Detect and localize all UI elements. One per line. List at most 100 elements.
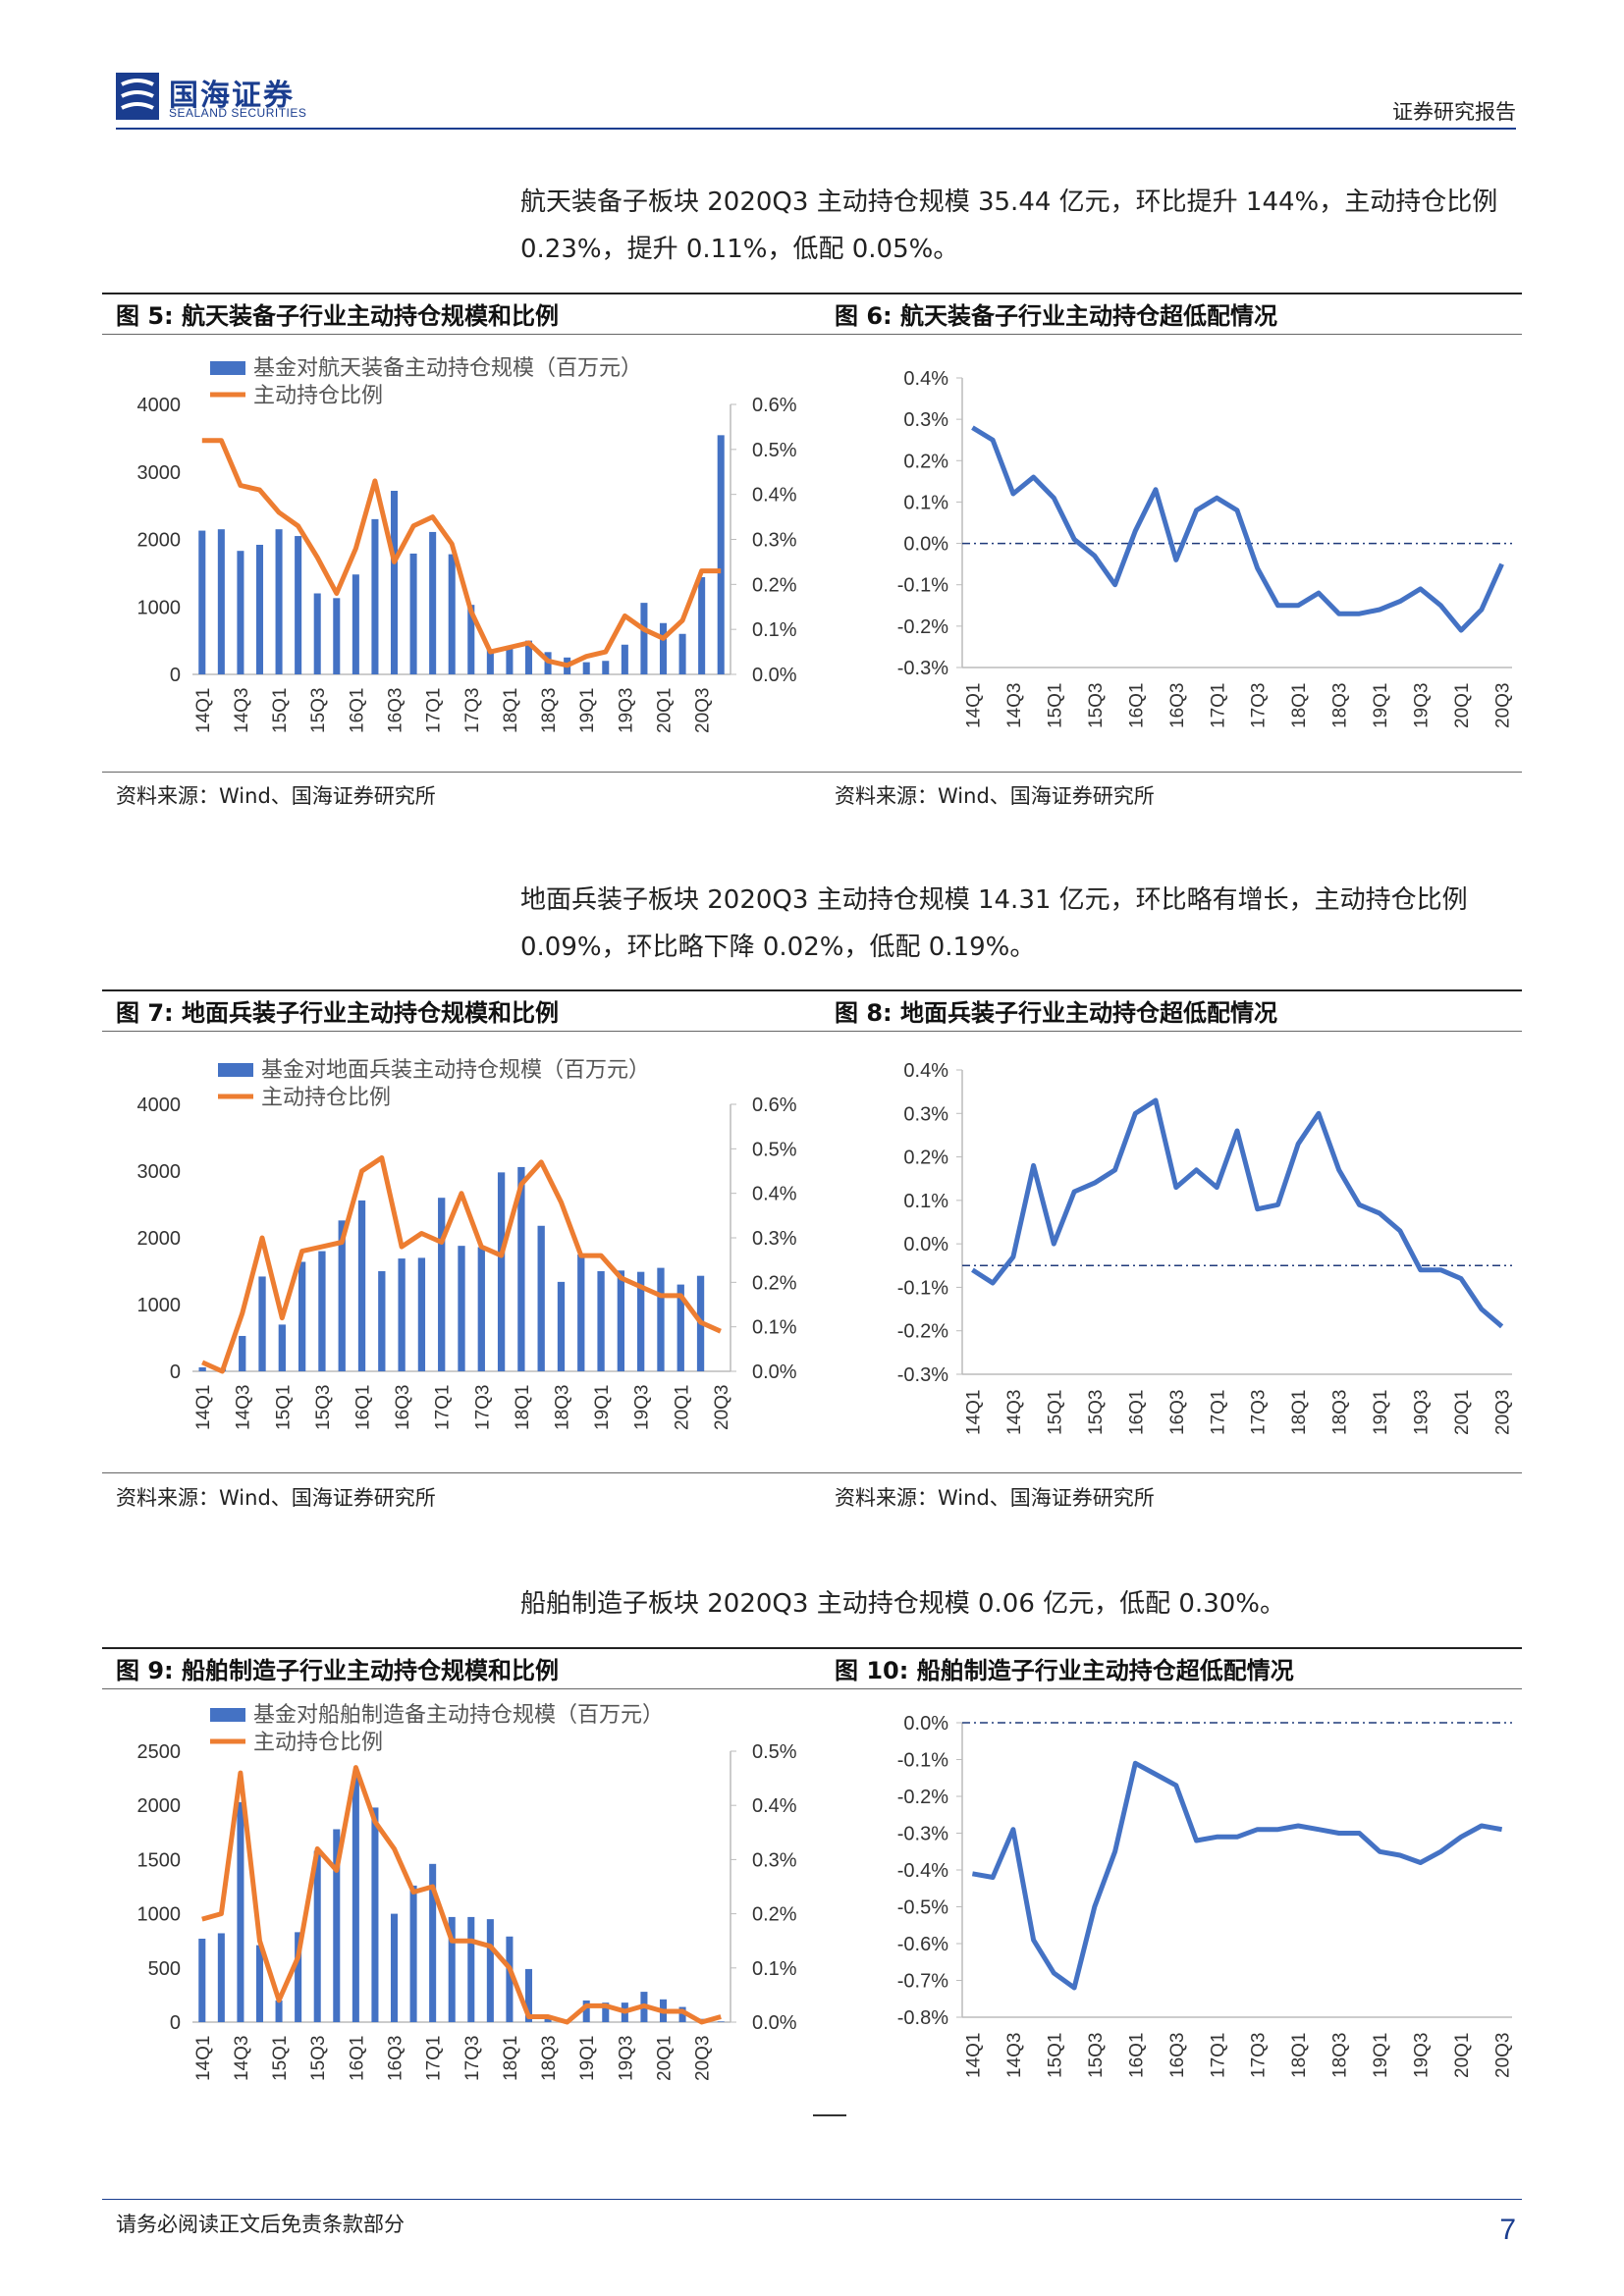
x-tick-label: 15Q3 bbox=[1086, 1390, 1107, 1435]
figure9-title: 图 9: 船舶制造子行业主动持仓规模和比例 bbox=[116, 1657, 560, 1684]
x-tick-label: 17Q1 bbox=[433, 1385, 454, 1430]
bar bbox=[357, 1200, 366, 1371]
x-tick-label: 16Q3 bbox=[386, 688, 406, 733]
bar bbox=[467, 1916, 475, 2022]
x-tick-label: 16Q1 bbox=[347, 2036, 367, 2081]
bar bbox=[333, 1829, 341, 2022]
bar bbox=[438, 1198, 446, 1371]
bar bbox=[371, 1807, 379, 2022]
x-tick-label: 19Q1 bbox=[577, 2036, 598, 2081]
bar bbox=[448, 1916, 456, 2022]
y-left-tick-label: 3000 bbox=[137, 462, 182, 484]
bar bbox=[237, 551, 244, 674]
y-right-tick-label: 0.5% bbox=[752, 1139, 797, 1160]
x-tick-label: 15Q3 bbox=[313, 1385, 334, 1430]
y-tick-label: -0.5% bbox=[897, 1897, 948, 1919]
bar bbox=[537, 1225, 545, 1371]
x-tick-label: 14Q3 bbox=[1004, 2033, 1025, 2078]
figure9-chart: 0 500 1000 1500 2000 2500 0.0% 0.1% 0.2% 0.3% 0.4%… bbox=[137, 1702, 797, 2081]
y-left-tick-label: 2500 bbox=[137, 1741, 182, 1763]
x-tick-label: 18Q1 bbox=[513, 1385, 533, 1430]
x-tick-label: 17Q3 bbox=[472, 1385, 493, 1430]
y-tick-label: -0.4% bbox=[897, 1860, 948, 1882]
legend-line-label: 主动持仓比例 bbox=[261, 1085, 391, 1109]
bar bbox=[198, 530, 206, 674]
legend-line-label: 主动持仓比例 bbox=[253, 1730, 383, 1754]
x-tick-label: 15Q1 bbox=[273, 1385, 294, 1430]
y-right-tick-label: 0.0% bbox=[752, 2012, 797, 2034]
legend-bar-label: 基金对船舶制造备主动持仓规模（百万元） bbox=[253, 1702, 664, 1727]
x-tick-label: 18Q1 bbox=[501, 688, 521, 733]
y-left-tick-label: 1000 bbox=[137, 597, 182, 618]
y-right-tick-label: 0.2% bbox=[752, 1904, 797, 1926]
bar bbox=[524, 1968, 533, 2022]
y-right-tick-label: 0.6% bbox=[752, 395, 797, 416]
x-tick-label: 16Q3 bbox=[1167, 1390, 1188, 1435]
x-tick-label: 17Q1 bbox=[1208, 1390, 1228, 1435]
y-left-tick-label: 1000 bbox=[137, 1904, 182, 1926]
y-tick-label: 0.2% bbox=[903, 451, 948, 472]
y-right-tick-label: 0.0% bbox=[752, 665, 797, 686]
y-right-tick-label: 0.1% bbox=[752, 619, 797, 641]
bar bbox=[506, 1936, 514, 2022]
x-tick-label: 19Q1 bbox=[577, 688, 598, 733]
x-tick-label: 18Q3 bbox=[1330, 1390, 1351, 1435]
x-tick-label: 15Q1 bbox=[1045, 2033, 1065, 2078]
logo-english-name: SEALAND SECURITIES bbox=[169, 106, 307, 120]
footer-divider bbox=[102, 2199, 1522, 2200]
y-tick-label: 0.0% bbox=[903, 1234, 948, 1255]
x-tick-label: 20Q3 bbox=[693, 688, 714, 733]
bar bbox=[621, 644, 628, 674]
x-tick-label: 18Q1 bbox=[1289, 683, 1310, 728]
bar bbox=[295, 536, 302, 674]
bar bbox=[338, 1220, 346, 1371]
x-tick-label: 15Q3 bbox=[308, 688, 329, 733]
overweight-line bbox=[971, 1760, 1503, 1991]
x-tick-label: 18Q1 bbox=[501, 2036, 521, 2081]
y-left-tick-label: 2000 bbox=[137, 1228, 182, 1250]
x-tick-label: 14Q3 bbox=[1004, 683, 1025, 728]
y-tick-label: 0.1% bbox=[903, 492, 948, 513]
bar bbox=[398, 1258, 406, 1371]
bar bbox=[577, 1255, 585, 1371]
x-tick-label: 14Q1 bbox=[193, 1385, 214, 1430]
paragraph-ground-weapons: 地面兵装子板块 2020Q3 主动持仓规模 14.31 亿元，环比略有增长，主动… bbox=[520, 885, 1468, 962]
y-tick-label: -0.2% bbox=[897, 1321, 948, 1343]
bar bbox=[390, 491, 399, 674]
figure-row2-title-rule bbox=[102, 1031, 1522, 1032]
figure10-title: 图 10: 船舶制造子行业主动持仓超低配情况 bbox=[835, 1657, 1294, 1684]
bar bbox=[597, 1271, 605, 1371]
y-tick-label: 0.4% bbox=[903, 1060, 948, 1082]
bar bbox=[524, 640, 533, 674]
x-tick-label: 20Q3 bbox=[1493, 2033, 1514, 2078]
x-tick-label: 15Q3 bbox=[1086, 683, 1107, 728]
figure7-source: 资料来源：Wind、国海证券研究所 bbox=[116, 1486, 436, 1510]
y-right-tick-label: 0.4% bbox=[752, 1795, 797, 1817]
x-tick-label: 19Q3 bbox=[616, 2036, 636, 2081]
y-right-tick-label: 0.2% bbox=[752, 574, 797, 596]
bar bbox=[352, 1777, 359, 2022]
x-tick-label: 19Q1 bbox=[1371, 2033, 1391, 2078]
bar bbox=[313, 593, 321, 674]
x-tick-label: 15Q1 bbox=[270, 688, 291, 733]
x-tick-label: 15Q3 bbox=[308, 2036, 329, 2081]
x-tick-label: 16Q1 bbox=[1126, 683, 1147, 728]
bar bbox=[429, 1863, 437, 2022]
x-tick-label: 20Q1 bbox=[1452, 2033, 1473, 2078]
x-tick-label: 17Q3 bbox=[1249, 2033, 1270, 2078]
y-left-tick-label: 0 bbox=[170, 2012, 181, 2034]
x-tick-label: 18Q3 bbox=[1330, 2033, 1351, 2078]
x-tick-label: 15Q1 bbox=[270, 2036, 291, 2081]
bar bbox=[544, 2018, 552, 2022]
x-tick-label: 20Q3 bbox=[1493, 1390, 1514, 1435]
bar bbox=[677, 1284, 684, 1371]
bar bbox=[637, 1271, 645, 1371]
x-tick-label: 15Q1 bbox=[1045, 683, 1065, 728]
y-right-tick-label: 0.0% bbox=[752, 1362, 797, 1383]
bar bbox=[278, 1324, 286, 1371]
bar bbox=[582, 2000, 590, 2022]
x-tick-label: 19Q3 bbox=[616, 688, 636, 733]
overweight-line bbox=[971, 425, 1504, 633]
figure-row3-top-rule bbox=[102, 1647, 1522, 1649]
x-tick-label: 14Q1 bbox=[963, 2033, 984, 2078]
